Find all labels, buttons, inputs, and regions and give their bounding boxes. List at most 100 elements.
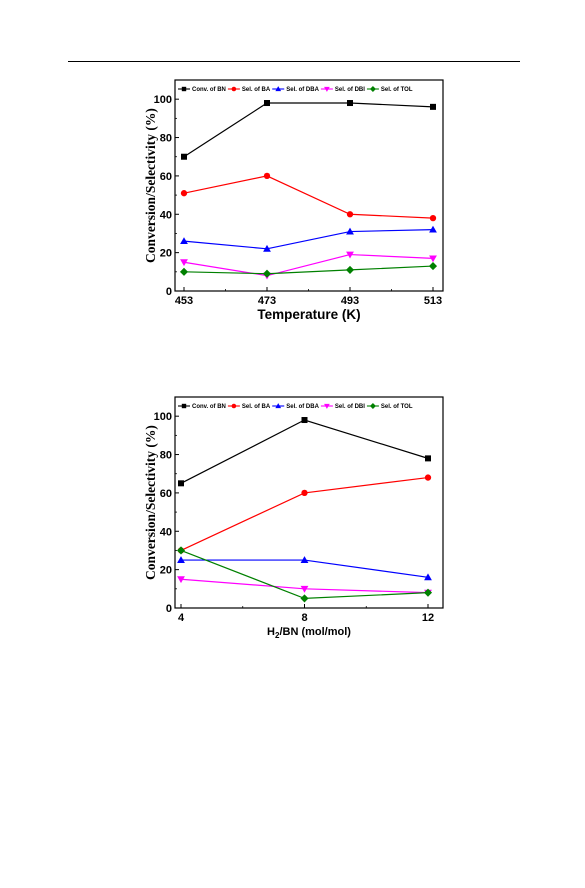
x-tick-label: 493 — [341, 295, 359, 307]
plot-frame — [174, 396, 444, 609]
legend-entry: Sel. of BA — [227, 403, 271, 410]
legend-entry: Sel. of DBA — [272, 403, 320, 410]
x-tick-label: 4 — [178, 612, 185, 624]
legend-entry: Sel. of TOL — [366, 403, 413, 410]
legend-entry: Sel. of DBI — [320, 86, 365, 93]
x-tick-label: 12 — [422, 612, 434, 624]
y-tick-label: 60 — [160, 488, 172, 500]
data-point — [347, 100, 353, 107]
series-line — [180, 476, 429, 551]
legend-marker — [324, 403, 330, 409]
y-axis-label: Conversion/Selectivity (%) — [143, 108, 158, 263]
series-line — [180, 419, 429, 484]
data-point — [346, 211, 354, 218]
series-line — [183, 229, 434, 250]
y-tick-label: 0 — [166, 603, 172, 615]
series-sel-of-dba — [180, 225, 437, 252]
x-tick-label: 8 — [301, 612, 307, 624]
data-point — [180, 259, 188, 267]
data-point — [429, 225, 437, 233]
plot-frame — [174, 79, 444, 292]
legend-marker — [275, 86, 282, 92]
data-point — [180, 237, 188, 245]
data-point — [424, 573, 432, 581]
series-line — [183, 265, 434, 275]
series-sel-of-tol — [176, 546, 433, 603]
y-tick-label: 100 — [154, 94, 172, 106]
data-point — [179, 267, 189, 276]
legend-entry: Conv. of BN — [178, 403, 226, 410]
data-point — [263, 172, 271, 180]
data-point — [178, 480, 184, 487]
series-sel-of-dbi — [180, 251, 437, 280]
legend-label: Sel. of TOL — [381, 87, 413, 93]
x-tick-label: 473 — [258, 295, 276, 307]
legend-marker — [275, 403, 282, 409]
series-sel-of-tol — [179, 262, 438, 278]
data-point — [181, 153, 187, 160]
y-tick-label: 80 — [160, 450, 172, 462]
series-conv-of-bn — [181, 100, 436, 160]
data-point — [300, 556, 309, 563]
data-point — [429, 255, 437, 263]
legend-label: Conv. of BN — [192, 87, 226, 93]
legend-entry: Sel. of BA — [227, 86, 271, 93]
data-point — [429, 214, 437, 222]
y-tick-label: 20 — [160, 565, 172, 577]
legend-label: Conv. of BN — [192, 404, 226, 410]
y-tick-label: 20 — [160, 248, 172, 260]
data-point — [346, 227, 354, 235]
series-sel-of-dba — [177, 556, 432, 581]
legend-label: Sel. of DBA — [286, 404, 319, 410]
legend-label: Sel. of BA — [242, 87, 271, 93]
legend-label: Sel. of DBI — [335, 404, 365, 410]
header-rule — [68, 61, 520, 62]
series-sel-of-ba — [180, 172, 437, 222]
x-tick-label: 513 — [424, 295, 442, 307]
legend-entry: Sel. of TOL — [366, 86, 413, 93]
series-sel-of-dbi — [177, 576, 432, 597]
y-tick-label: 40 — [160, 526, 172, 538]
series-line — [183, 253, 434, 277]
legend-label: Sel. of BA — [242, 404, 271, 410]
data-point — [264, 100, 270, 107]
y-tick-label: 0 — [166, 286, 172, 298]
series-conv-of-bn — [178, 417, 431, 487]
data-point — [423, 588, 433, 597]
h2-bn-ratio-chart: 0 20 40 60 80 100 4 8 12 H2/BN (mol/mol) Conversio… — [143, 396, 444, 640]
x-axis-label: H2/BN (mol/mol) — [267, 626, 351, 640]
legend-label: Sel. of TOL — [381, 404, 413, 410]
y-axis-label: Conversion/Selectivity (%) — [143, 425, 158, 580]
legend-label: Sel. of DBA — [286, 87, 319, 93]
data-point — [176, 546, 186, 555]
data-point — [177, 556, 185, 563]
series-line — [183, 175, 434, 219]
legend-marker — [369, 86, 376, 92]
legend-marker — [324, 86, 330, 92]
legend-marker — [181, 86, 187, 92]
y-tick-label: 100 — [154, 411, 172, 423]
legend-label: Sel. of DBI — [335, 87, 365, 93]
data-point — [424, 474, 432, 481]
data-point — [263, 244, 271, 252]
data-point — [345, 265, 355, 274]
data-point — [300, 594, 309, 603]
legend-entry: Conv. of BN — [178, 86, 226, 93]
data-point — [430, 103, 436, 110]
series-line — [183, 102, 434, 158]
data-point — [301, 417, 308, 424]
data-point — [428, 262, 438, 271]
legend-marker — [181, 403, 187, 409]
data-point — [300, 585, 309, 593]
legend-marker — [231, 403, 237, 409]
legend-entry: Sel. of DBA — [272, 86, 320, 93]
data-point — [346, 251, 354, 259]
temperature-chart: 0 20 40 60 80 100 453 473 493 513 Temperature (K) C… — [143, 79, 444, 322]
y-tick-label: 60 — [160, 171, 172, 183]
x-axis-label: Temperature (K) — [257, 307, 360, 322]
data-point — [177, 576, 185, 584]
y-tick-label: 80 — [160, 133, 172, 145]
legend-marker — [369, 403, 376, 409]
legend-marker — [231, 86, 237, 92]
data-point — [301, 489, 308, 497]
